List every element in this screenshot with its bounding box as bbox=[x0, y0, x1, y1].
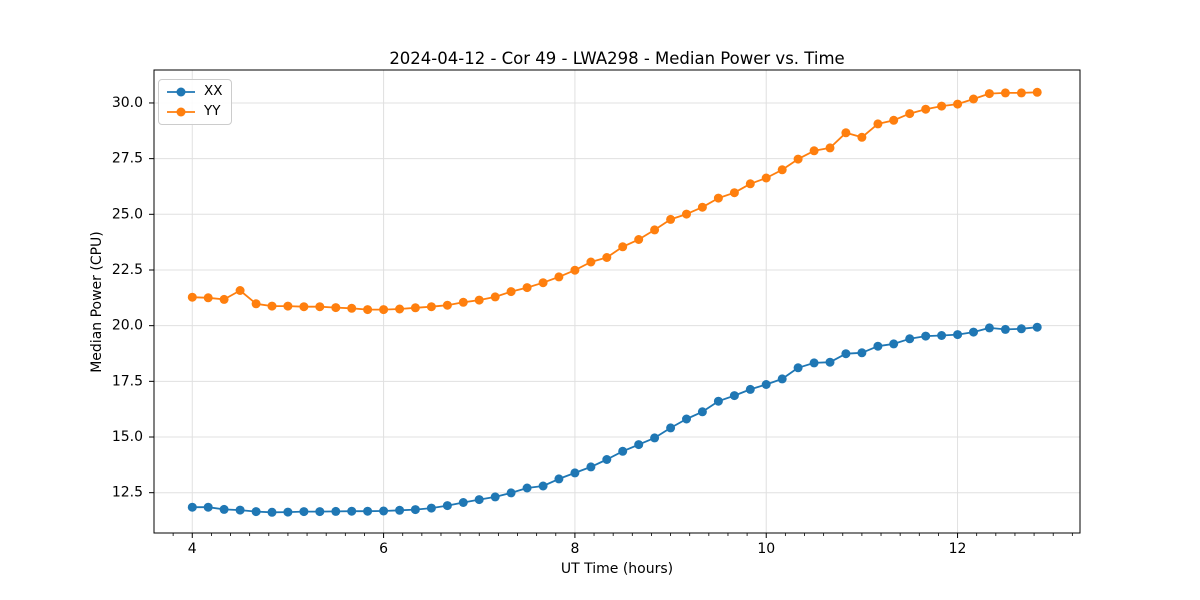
series-xx-line bbox=[192, 326, 1038, 514]
svg-text:10: 10 bbox=[757, 541, 775, 557]
yy-line-marker-swatch bbox=[167, 107, 195, 117]
axis-ticks bbox=[149, 102, 959, 538]
series-xx-markers bbox=[187, 322, 1042, 517]
legend-label-yy: YY bbox=[204, 103, 221, 120]
svg-text:17.5: 17.5 bbox=[112, 373, 143, 389]
legend-item-yy: YY bbox=[159, 105, 231, 119]
svg-text:15.0: 15.0 bbox=[112, 429, 143, 445]
series-yy-markers bbox=[187, 87, 1042, 315]
svg-text:6: 6 bbox=[379, 541, 388, 557]
gridlines bbox=[154, 70, 1080, 533]
legend: XX YY bbox=[158, 79, 232, 125]
svg-text:8: 8 bbox=[570, 541, 579, 557]
legend-item-xx: XX bbox=[159, 85, 231, 99]
svg-text:22.5: 22.5 bbox=[112, 262, 143, 278]
svg-text:20.0: 20.0 bbox=[112, 318, 143, 334]
series-yy-line bbox=[192, 91, 1038, 311]
x-minor-ticks bbox=[172, 533, 1073, 536]
svg-text:27.5: 27.5 bbox=[112, 151, 143, 167]
plot-frame bbox=[153, 69, 1081, 534]
tick-labels: 4 6 8 10 12 12.5 15.0 17.5 20.0 22.5 25.0 27.5 30.0 bbox=[112, 95, 967, 557]
svg-text:12.5: 12.5 bbox=[112, 485, 143, 501]
svg-text:12: 12 bbox=[949, 541, 967, 557]
svg-text:25.0: 25.0 bbox=[112, 206, 143, 222]
y-axis-label: Median Power (CPU) bbox=[89, 231, 105, 373]
xx-line-marker-swatch bbox=[167, 87, 195, 97]
chart-title: 2024-04-12 - Cor 49 - LWA298 - Median Po… bbox=[389, 49, 845, 68]
svg-text:4: 4 bbox=[188, 541, 197, 557]
legend-label-xx: XX bbox=[204, 83, 223, 100]
x-axis-label: UT Time (hours) bbox=[560, 561, 674, 577]
svg-text:30.0: 30.0 bbox=[112, 95, 143, 111]
